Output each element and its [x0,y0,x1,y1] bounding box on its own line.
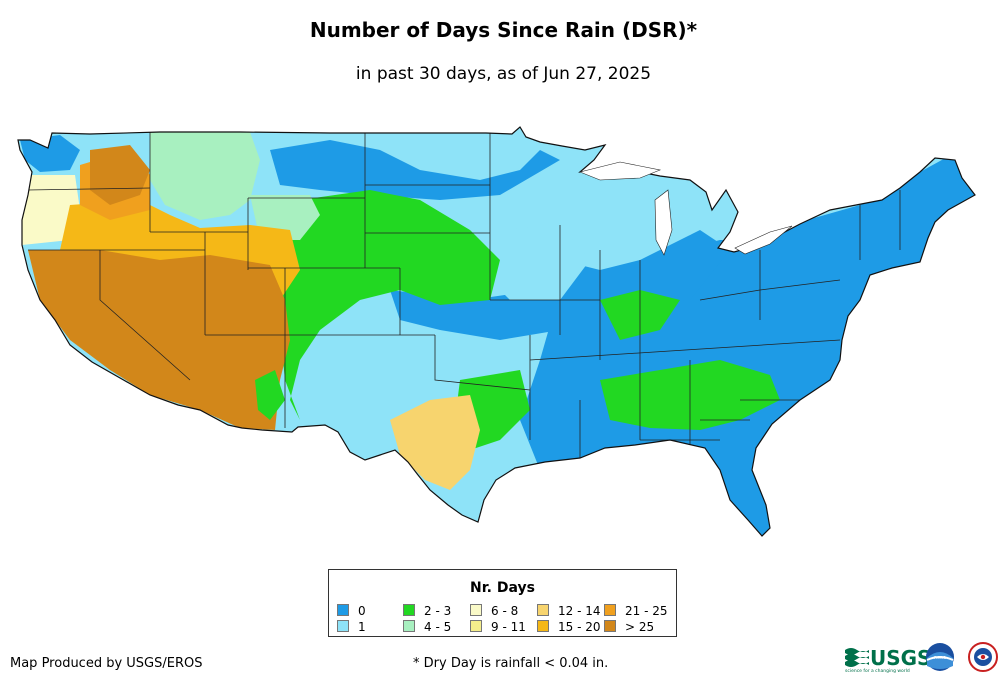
map-regions [18,127,975,536]
legend-swatch [403,620,415,632]
footnote: * Dry Day is rainfall < 0.04 in. [413,656,609,671]
legend-item-7: 15 - 20 [537,620,601,634]
legend-item-1: 1 [337,620,366,634]
legend-swatch [604,620,616,632]
region-1-day-great-lakes [560,168,720,245]
region-1-day-south [370,330,470,410]
legend-item-0: 0 [337,604,366,618]
region-gt25-day-oregon [90,145,150,205]
lake-erie [734,225,793,255]
map-credit: Map Produced by USGS/EROS [10,656,203,671]
legend-swatch [403,604,415,616]
agency-logos: USGS science for a changing world noaa [845,642,998,674]
region-2-3-day-plains [265,190,500,420]
legend-swatch [537,604,549,616]
legend-item-8: 21 - 25 [604,604,668,618]
region-1-day-plains [480,225,590,300]
legend-item-3: 4 - 5 [403,620,451,634]
lake-michigan [654,189,673,256]
nws-icon [968,642,998,672]
noaa-logo: noaa [926,643,954,671]
lake-superior [579,161,662,181]
svg-text:noaa: noaa [934,655,946,661]
region-gt25-day-southwest [28,250,290,430]
legend: Nr. Days 0 1 2 - 3 4 - 5 6 - 8 9 - 11 12… [328,569,677,637]
legend-title: Nr. Days [470,580,535,596]
legend-item-4: 6 - 8 [470,604,518,618]
legend-item-5: 9 - 11 [470,620,526,634]
legend-item-2: 2 - 3 [403,604,451,618]
region-0-day-nw [20,135,80,172]
legend-swatch [470,620,482,632]
map-subtitle: in past 30 days, as of Jun 27, 2025 [355,64,652,84]
svg-text:USGS: USGS [870,646,931,670]
legend-swatch [337,620,349,632]
svg-text:science for a changing world: science for a changing world [845,668,910,674]
region-2-3-day-az [255,370,285,420]
legend-item-6: 12 - 14 [537,604,601,618]
legend-swatch [337,604,349,616]
legend-swatch [604,604,616,616]
usgs-logo: USGS science for a changing world [845,646,931,674]
legend-swatch [470,604,482,616]
region-12-14-day-texas [390,395,480,490]
legend-item-9: > 25 [604,620,654,634]
map-title: Number of Days Since Rain (DSR)* [309,18,698,42]
state-boundaries [27,132,901,460]
legend-swatch [537,620,549,632]
region-4-5-day-northwest [150,132,260,220]
